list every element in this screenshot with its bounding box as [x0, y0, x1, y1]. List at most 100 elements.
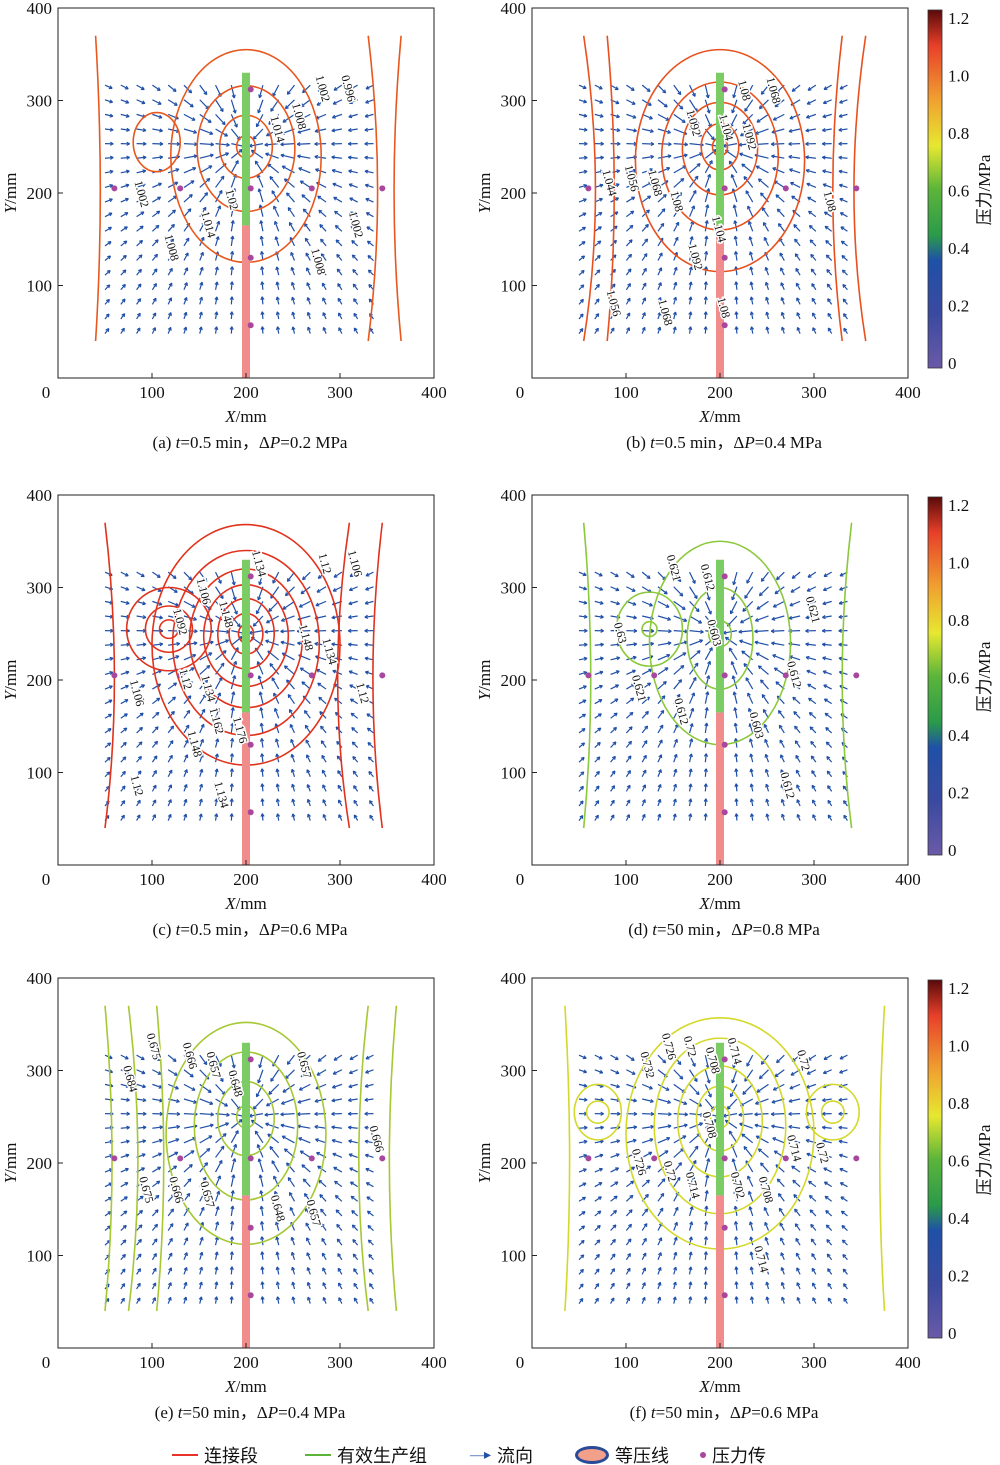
flow-arrow — [183, 724, 190, 734]
flow-arrow — [136, 156, 147, 159]
arrow-head — [280, 640, 285, 645]
flow-arrow — [625, 755, 632, 763]
arrow-head — [337, 770, 342, 775]
arrow-head — [364, 628, 368, 633]
arrow-head — [284, 592, 289, 597]
flow-arrow — [167, 238, 175, 247]
arrow-head — [257, 675, 262, 680]
flow-arrow — [657, 167, 670, 174]
flow-arrow — [760, 679, 769, 690]
flow-arrow — [254, 160, 264, 174]
flow-arrow — [780, 1237, 785, 1246]
arrow-head — [157, 196, 162, 201]
arrow-head — [704, 235, 709, 240]
arrow-head — [582, 212, 587, 217]
contour-label: 0.63 — [611, 621, 630, 645]
flow-arrow — [725, 1119, 738, 1129]
arrow-head — [152, 1267, 157, 1272]
connection-segment — [242, 1195, 250, 1348]
flow-arrow — [332, 1069, 343, 1075]
flow-arrow — [673, 84, 682, 95]
arrow-head — [793, 711, 798, 715]
flow-arrow — [261, 813, 264, 821]
arrow-head — [658, 739, 663, 744]
arrow-head — [754, 1123, 759, 1128]
arrow-head — [703, 813, 708, 817]
flow-arrow — [673, 192, 682, 203]
flow-arrow — [735, 281, 738, 290]
contour-label-group: 1.092 — [684, 240, 708, 273]
flow-arrow — [704, 722, 708, 733]
connection-segment — [716, 712, 724, 865]
flow-arrow — [214, 1266, 218, 1275]
arrow-head — [259, 1205, 264, 1210]
flow-arrow — [199, 739, 204, 748]
flow-arrow — [779, 252, 785, 261]
arrow-head — [795, 267, 800, 272]
flow-arrow — [316, 668, 327, 675]
arrow-head — [838, 600, 843, 605]
arrow-head — [167, 1296, 172, 1301]
flow-arrow — [673, 154, 688, 159]
flow-arrow — [332, 99, 343, 105]
colorbar-tick-label: 0.4 — [948, 726, 970, 745]
flow-arrow — [151, 1267, 157, 1275]
flow-arrow — [704, 188, 710, 203]
contour-label-group: 1.068 — [654, 296, 678, 329]
arrow-head — [171, 696, 176, 701]
flow-arrow — [594, 742, 601, 748]
arrow-head — [627, 268, 632, 273]
arrow-head — [106, 284, 111, 289]
flow-arrow — [199, 311, 203, 320]
arrow-head — [761, 1177, 766, 1181]
arrow-head — [626, 814, 630, 819]
colorbar: 00.20.40.60.81.01.2压力/MPa — [927, 979, 994, 1343]
arrow-head — [348, 670, 353, 675]
arrow-head — [221, 121, 226, 126]
x-tick-label: 200 — [707, 870, 733, 889]
flow-arrow — [214, 1221, 219, 1231]
arrow-head — [338, 799, 342, 804]
arrow-head — [138, 268, 142, 273]
flow-arrow — [286, 1054, 295, 1065]
arrow-head — [708, 610, 712, 615]
flow-arrow — [689, 1083, 700, 1096]
colorbar-tick-label: 1.0 — [948, 67, 969, 86]
flow-arrow — [151, 239, 159, 247]
arrow-head — [795, 769, 800, 774]
flow-arrow — [215, 113, 226, 126]
flow-arrow — [822, 170, 832, 174]
flow-arrow — [282, 600, 295, 610]
arrow-head — [684, 1112, 689, 1117]
caption-t: t — [651, 1403, 657, 1422]
arrow-head — [674, 1206, 679, 1211]
flow-arrow — [689, 630, 704, 633]
arrow-head — [368, 298, 373, 303]
flow-arrow — [594, 727, 602, 734]
flow-arrow — [704, 149, 717, 159]
contour-line — [615, 591, 684, 667]
arrow-head — [821, 628, 826, 633]
arrow-head — [765, 783, 770, 788]
flow-arrow — [781, 799, 785, 807]
arrow-head — [613, 712, 618, 717]
arrow-head — [192, 653, 197, 658]
flow-arrow — [657, 252, 663, 261]
x-tick-label: 200 — [707, 1353, 733, 1372]
flow-arrow — [673, 679, 682, 690]
flow-arrow — [641, 1151, 653, 1158]
flow-arrow — [771, 128, 785, 134]
arrow-head — [280, 130, 285, 135]
flow-arrow — [808, 1195, 817, 1202]
flow-arrow — [610, 657, 620, 661]
flow-arrow — [261, 281, 264, 290]
arrow-head — [351, 1224, 356, 1229]
arrow-head — [152, 1297, 156, 1302]
flow-arrow — [291, 282, 296, 290]
flow-arrow — [104, 128, 114, 131]
arrow-head — [616, 601, 620, 606]
arrow-head — [173, 682, 178, 687]
arrow-head — [733, 1205, 738, 1210]
flow-arrow — [840, 212, 848, 218]
flow-arrow — [199, 665, 211, 675]
